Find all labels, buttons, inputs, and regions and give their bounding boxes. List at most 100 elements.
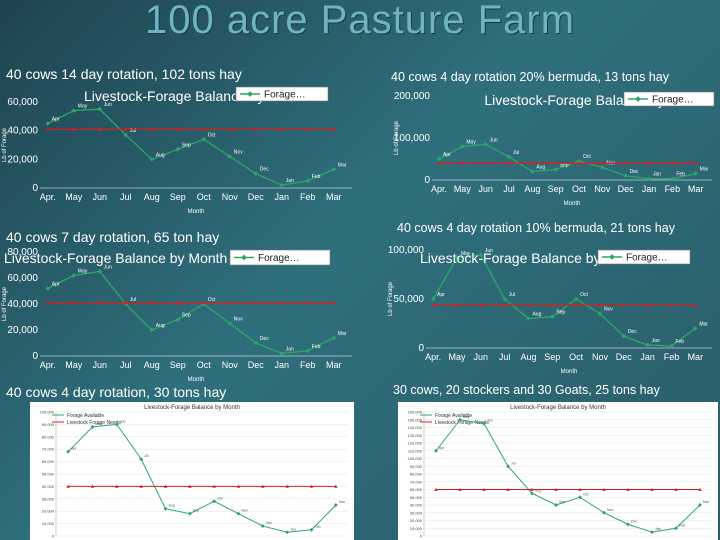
x-tick-label: Dec [618,184,635,194]
forage-point-label: Aug [535,488,541,492]
forage-point-label: Mar [699,321,708,327]
chart-panel-2: 0 100,000 200,000 Apr. May Jun Jul Aug Sep Oct Nov… [394,91,715,207]
x-tick-label: Feb [300,360,316,370]
needs-point [253,300,258,305]
x-tick-label: Dec [248,192,265,202]
panel-2-caption: 40 cows 4 day rotation 20% bermuda, 13 t… [391,70,669,84]
forage-point-label: Dec [630,169,639,175]
forage-point-label: Nov [242,509,248,513]
needs-point [626,487,630,491]
y-tick-label: 120,000 [408,441,423,446]
forage-point-label: Dec [266,521,272,525]
forage-point [175,147,181,152]
x-tick-label: Jun [478,184,493,194]
y-tick-label: 40,000 [410,503,423,508]
forage-series-line [438,143,696,180]
y-tick-label: 30,000 [42,496,55,501]
needs-point [478,303,483,307]
needs-point [647,161,651,165]
needs-point [123,127,128,131]
forage-point-label: Apr [52,117,60,123]
y-tick-label: 200,000 [394,91,431,102]
needs-point [670,161,675,165]
needs-point [578,487,582,491]
panel-1-caption: 40 cows 14 day rotation, 102 tons hay [6,66,242,82]
forage-point [554,503,558,507]
x-tick-label: Aug [524,184,540,194]
needs-point [431,303,436,307]
forage-point [645,342,650,348]
x-tick-label: May [65,360,83,370]
panel-4-caption: 40 cows 4 day rotation 10% bermuda, 21 t… [397,221,675,235]
x-axis-title: Month [561,369,578,375]
forage-point-label: Feb [312,344,321,350]
chart-title: Livestock-Forage Balance by Month [4,250,227,266]
needs-point [506,487,510,491]
y-tick-label: 110,000 [408,448,423,453]
y-tick-label: 20,000 [410,518,423,523]
forage-point [670,176,675,182]
x-tick-label: Apr. [425,352,441,362]
forage-point [698,503,702,507]
needs-point [163,484,168,488]
needs-point [227,127,232,131]
forage-point [576,158,582,164]
forage-point [71,273,77,278]
x-tick-label: Aug [144,192,160,202]
forage-point [693,171,698,176]
needs-point [331,127,336,131]
x-tick-label: Oct [569,352,584,362]
needs-point [149,300,154,305]
legend-forage-marker [609,254,615,260]
forage-point [623,173,628,179]
x-tick-label: Nov [594,184,611,194]
needs-point [600,161,605,165]
needs-point [201,127,206,131]
forage-point-label: Nov [234,149,243,155]
needs-point [115,484,119,488]
forage-point [553,167,558,172]
needs-point [693,161,698,165]
chart-title: Livestock-Forage Balance by Month [510,405,606,411]
forage-series-line [432,254,696,347]
forage-point-label: Mar [703,500,710,504]
x-tick-label: Jul [120,360,132,370]
needs-point [454,303,459,307]
legend-needs-label: Livestock Forage Needs [67,420,121,426]
forage-point-label: Jul [130,297,136,303]
forage-point-label: May [461,251,471,257]
x-tick-label: Oct [572,184,587,194]
needs-point [602,487,606,491]
legend-forage-label: Forage… [264,90,306,101]
x-tick-label: Jul [499,352,511,362]
forage-point [602,510,606,515]
y-tick-label: 40,000 [42,484,55,489]
needs-point [45,300,50,305]
needs-point [175,300,180,305]
needs-point [502,303,507,307]
forage-point [279,351,285,356]
forage-point-label: Jun [487,419,493,423]
x-tick-label: Jun [93,360,108,370]
forage-point [71,108,77,113]
needs-point [550,303,555,307]
forage-point-label: Aug [156,323,165,329]
x-tick-label: Dec [616,352,633,362]
y-tick-label: 50,000 [393,294,424,305]
forage-point [578,495,582,500]
legend-box [235,86,329,102]
forage-point-label: Jul [130,128,136,134]
forage-point-label: Jan [286,178,294,184]
forage-series-line [47,108,335,186]
forage-point-label: Oct [217,496,222,500]
y-tick-label: 70,000 [42,447,55,452]
forage-point-label: Jul [144,454,149,458]
needs-point [188,484,192,488]
y-tick-label: 160,000 [408,410,423,415]
needs-point [97,127,102,131]
forage-point [530,491,534,496]
forage-point-label: Jan [286,346,294,352]
needs-point [139,484,143,488]
needs-point [437,161,441,165]
y-tick-label: 40,000 [7,299,38,310]
